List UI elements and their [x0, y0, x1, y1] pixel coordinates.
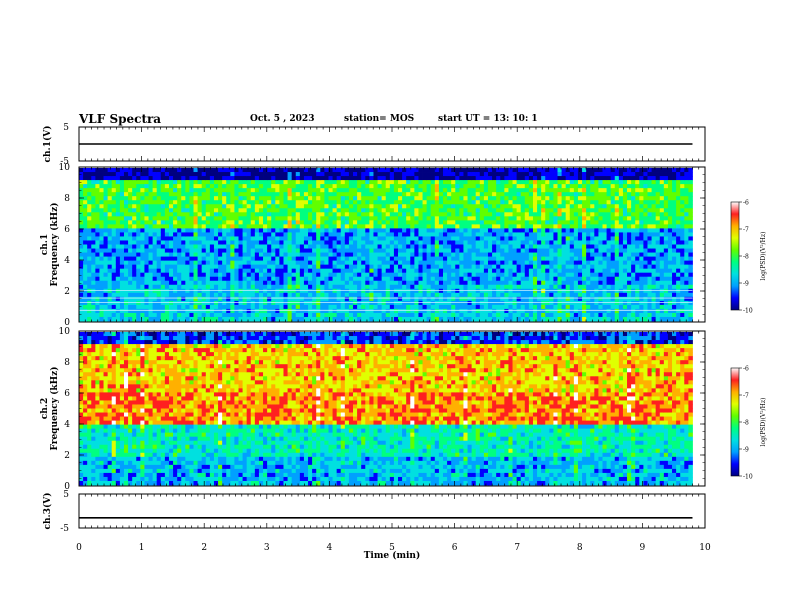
y-axis-label: ch.1(V)	[42, 126, 53, 163]
y-tick-label: 8	[64, 194, 70, 204]
colorbar-tick-label: -8	[743, 254, 749, 261]
y-axis-label: Frequency (kHz)	[49, 366, 60, 450]
ch2-spectrogram-cells	[79, 332, 693, 486]
y-tick-label: 2	[64, 287, 70, 297]
colorbar	[730, 367, 740, 477]
start-time-label: start UT = 13: 10: 1	[438, 114, 538, 124]
y-axis-label: ch.3(V)	[42, 493, 53, 530]
x-tick-label: 3	[264, 543, 270, 553]
y-tick-label: 10	[59, 327, 71, 337]
ch3-waveform-frame	[78, 493, 706, 529]
colorbars: -6 -7 -8 -9 -10 log(PSD)(V²/Hz) -6 -7 -8 -9 -10 log…	[730, 200, 767, 481]
y-tick-label: 4	[64, 256, 70, 266]
y-tick-label: 0	[64, 318, 70, 328]
station-label: station= MOS	[344, 114, 415, 124]
colorbar-tick-label: -10	[743, 474, 753, 481]
y-tick-label: 10	[59, 163, 71, 173]
x-tick-label: 6	[452, 543, 458, 553]
figure-title: VLF Spectra	[79, 112, 162, 126]
y-tick-label: 5	[63, 490, 69, 500]
colorbar-tick-label: -9	[743, 447, 749, 454]
y-tick-label: 0	[64, 482, 70, 492]
x-tick-label: 1	[139, 543, 145, 553]
x-tick-label: 9	[640, 543, 646, 553]
colorbar-tick-label: -6	[743, 200, 749, 207]
colorbar-tick-label: -6	[743, 366, 749, 373]
y-axis-channel-label: ch.2	[40, 398, 50, 419]
colorbar-tick-label: -8	[743, 420, 749, 427]
y-tick-label: 6	[64, 389, 70, 399]
colorbar-label: log(PSD)(V²/Hz)	[760, 232, 767, 281]
axis-ticks	[78, 126, 706, 529]
x-tick-label: 4	[327, 543, 333, 553]
colorbar-tick-label: -9	[743, 281, 749, 288]
ch1-spectrogram-cells	[79, 168, 693, 322]
y-tick-label: 8	[64, 358, 70, 368]
colorbar-label: log(PSD)(V²/Hz)	[760, 398, 767, 447]
x-tick-label: 8	[577, 543, 583, 553]
x-tick-label: 2	[201, 543, 207, 553]
y-tick-label: 6	[64, 225, 70, 235]
colorbar-tick-label: -10	[743, 308, 753, 315]
y-axis-channel-label: ch.1	[40, 234, 50, 255]
y-tick-label: 2	[64, 451, 70, 461]
x-tick-label: 5	[389, 543, 395, 553]
y-tick-label: 4	[64, 420, 70, 430]
colorbar-tick-label: -7	[743, 227, 749, 234]
x-tick-label: 0	[76, 543, 82, 553]
x-tick-label: 10	[699, 543, 711, 553]
x-tick-label: 7	[514, 543, 520, 553]
colorbar-tick-label: -7	[743, 393, 749, 400]
y-tick-label: 5	[63, 123, 69, 133]
y-tick-label: -5	[60, 524, 69, 534]
colorbar	[730, 201, 740, 311]
y-axis-label: Frequency (kHz)	[49, 202, 60, 286]
y-tick-label: -5	[60, 157, 69, 167]
x-axis-label: Time (min)	[364, 550, 421, 561]
date-label: Oct. 5 , 2023	[250, 114, 315, 124]
